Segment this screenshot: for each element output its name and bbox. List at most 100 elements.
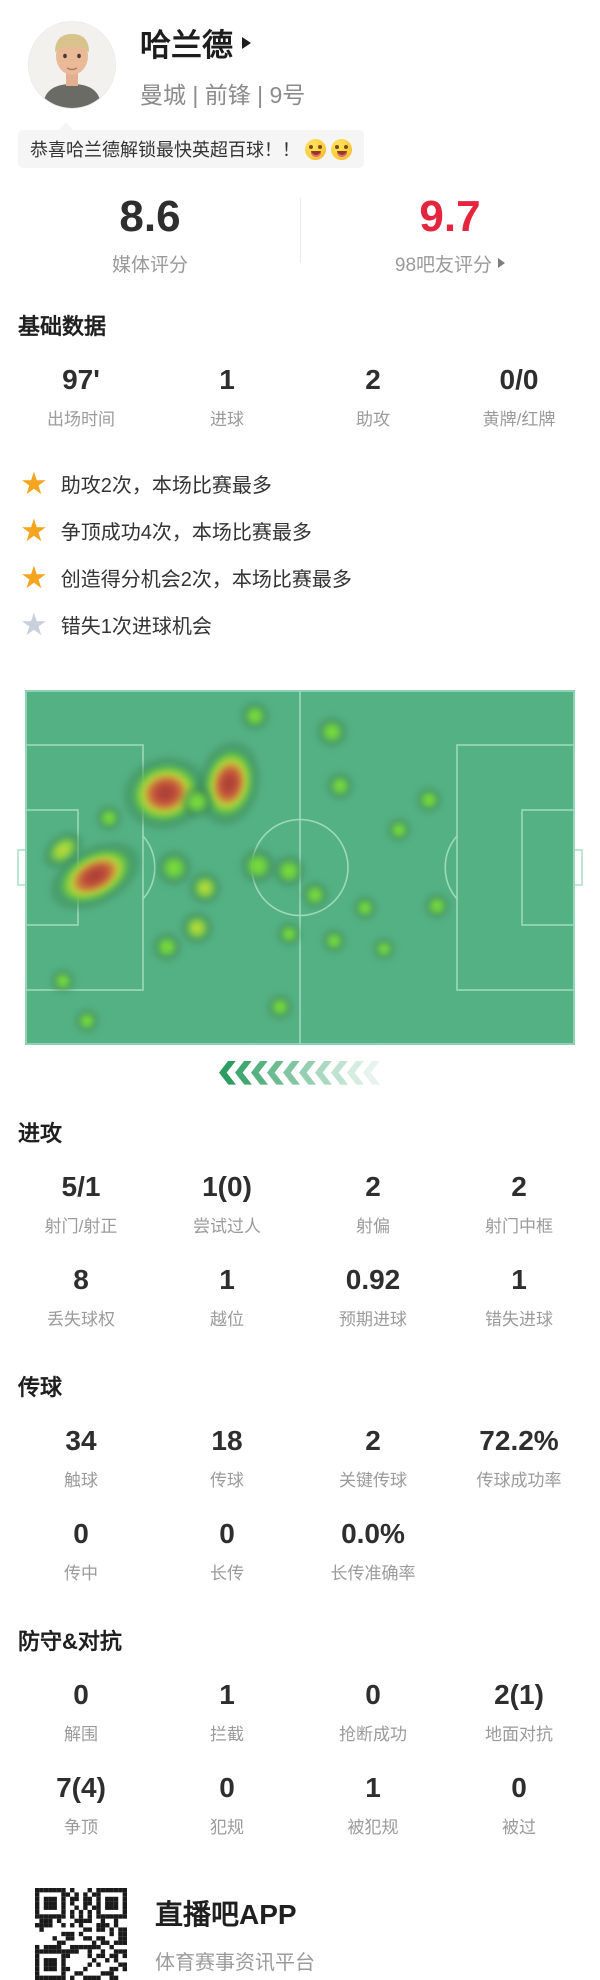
stat-label: 拦截 xyxy=(210,1724,244,1744)
section-passing: 传球 34 触球 18 传球 2 关键传球 72.2% 传球成功率 0 传中 0 长传 0.0% 长传准确… xyxy=(0,1370,600,1594)
stat-cell: 0 传中 xyxy=(8,1501,154,1594)
profile-text: 哈兰德 曼城 | 前锋 | 9号 xyxy=(140,20,305,110)
heat-spot xyxy=(350,892,380,923)
attack-direction-indicator xyxy=(0,1060,600,1086)
stat-cell xyxy=(446,1501,592,1594)
chevron-left-icon xyxy=(219,1060,236,1085)
highlight-item: ★ 争顶成功4次，本场比赛最多 xyxy=(20,515,600,546)
stat-cell: 2 射门中框 xyxy=(446,1154,592,1247)
stat-value: 2 xyxy=(511,1170,527,1202)
stat-cell: 0/0 黄牌/红牌 xyxy=(446,347,592,440)
chevron-left-icon xyxy=(315,1060,332,1085)
player-name-link[interactable]: 哈兰德 xyxy=(140,20,305,65)
stat-label: 长传 xyxy=(210,1563,244,1583)
star-icon: ★ xyxy=(20,606,48,642)
chevron-right-icon xyxy=(498,258,506,269)
heat-spot xyxy=(384,814,414,845)
highlight-item: ★ 助攻2次，本场比赛最多 xyxy=(20,468,600,499)
stat-label: 关键传球 xyxy=(339,1470,407,1490)
avatar xyxy=(28,21,116,109)
stat-cell: 5/1 射门/射正 xyxy=(8,1154,154,1247)
app-footer: 直播吧APP 体育赛事资讯平台 xyxy=(35,1887,600,1980)
stat-label: 黄牌/红牌 xyxy=(482,409,556,429)
stat-label: 错失进球 xyxy=(485,1309,553,1329)
stat-value: 0 xyxy=(365,1678,381,1710)
heat-spot xyxy=(319,925,349,956)
stat-value: 7(4) xyxy=(56,1771,106,1803)
section-basic: 基础数据 97' 出场时间 1 进球 2 助攻 0/0 黄牌/红牌 xyxy=(0,309,600,440)
stat-cell: 0 解围 xyxy=(8,1662,154,1755)
stat-value: 0 xyxy=(73,1517,89,1549)
stat-label: 争顶 xyxy=(64,1817,98,1837)
stat-value: 1 xyxy=(219,1263,235,1295)
stat-label: 犯规 xyxy=(210,1817,244,1837)
stat-cell: 97' 出场时间 xyxy=(8,347,154,440)
stat-value: 18 xyxy=(211,1424,243,1456)
stat-value: 0/0 xyxy=(499,363,539,395)
media-rating-label: 媒体评分 xyxy=(111,254,188,276)
qr-code xyxy=(35,1887,127,1980)
fan-rating-label: 98吧友评分 xyxy=(395,250,506,277)
stat-value: 1 xyxy=(219,363,235,395)
highlight-text: 助攻2次，本场比赛最多 xyxy=(60,474,272,497)
stat-label: 触球 xyxy=(64,1470,98,1490)
heat-spot xyxy=(72,1005,102,1036)
stat-value: 34 xyxy=(65,1424,97,1456)
heat-spot xyxy=(264,990,296,1023)
chevron-left-icon xyxy=(251,1060,268,1085)
star-icon: ★ xyxy=(20,559,48,595)
stat-value: 1 xyxy=(511,1263,527,1295)
stat-cell: 2(1) 地面对抗 xyxy=(446,1662,592,1755)
stat-cell: 72.2% 传球成功率 xyxy=(446,1408,592,1501)
stat-label: 射偏 xyxy=(356,1216,390,1236)
stat-label: 出场时间 xyxy=(47,409,115,429)
fan-rating[interactable]: 9.7 98吧友评分 xyxy=(300,192,600,277)
stat-label: 越位 xyxy=(210,1309,244,1329)
stat-cell: 1 越位 xyxy=(154,1247,300,1340)
heat-spot xyxy=(149,928,185,965)
highlight-item: ★ 创造得分机会2次，本场比赛最多 xyxy=(20,562,600,593)
chevron-left-icon xyxy=(299,1060,316,1085)
heat-spot xyxy=(185,867,225,908)
stat-cell: 2 关键传球 xyxy=(300,1408,446,1501)
highlight-text: 错失1次进球机会 xyxy=(60,615,212,638)
stat-label: 传中 xyxy=(64,1563,98,1583)
heat-spot xyxy=(370,934,398,963)
highlights-list: ★ 助攻2次，本场比赛最多 ★ 争顶成功4次，本场比赛最多 ★ 创造得分机会2次，本场比赛… xyxy=(20,468,600,640)
stat-value: 1(0) xyxy=(202,1170,252,1202)
footer-text: 直播吧APP 体育赛事资讯平台 xyxy=(155,1893,315,1975)
zany-face-emoji xyxy=(305,138,326,160)
stat-label: 被过 xyxy=(502,1817,536,1837)
stat-label: 丢失球权 xyxy=(47,1309,115,1329)
zany-face-emoji xyxy=(331,138,352,160)
stat-cell: 0.0% 长传准确率 xyxy=(300,1501,446,1594)
attack-stats-grid: 5/1 射门/射正 1(0) 尝试过人 2 射偏 2 射门中框 8 丢失球权 1 越位 0.92 预期进球… xyxy=(0,1154,600,1340)
stat-cell: 2 射偏 xyxy=(300,1154,446,1247)
profile-header: 哈兰德 曼城 | 前锋 | 9号 xyxy=(0,0,600,110)
stat-cell: 0 抢断成功 xyxy=(300,1662,446,1755)
stat-value: 2(1) xyxy=(494,1678,544,1710)
heat-spot xyxy=(323,768,357,803)
stat-value: 2 xyxy=(365,363,381,395)
ratings-row: 8.6 媒体评分 9.7 98吧友评分 xyxy=(0,184,600,279)
player-heatmap xyxy=(17,689,583,1045)
stat-label: 长传准确率 xyxy=(330,1563,416,1583)
heat-spot xyxy=(274,918,304,949)
player-photo xyxy=(29,22,115,108)
heat-spot xyxy=(413,783,445,816)
stat-label: 地面对抗 xyxy=(485,1724,553,1744)
pitch-markings xyxy=(17,689,583,1045)
stat-label: 助攻 xyxy=(356,409,390,429)
heat-spot xyxy=(313,712,351,751)
stat-value: 0 xyxy=(219,1517,235,1549)
passing-stats-grid: 34 触球 18 传球 2 关键传球 72.2% 传球成功率 0 传中 0 长传 0.0% 长传准确率 xyxy=(0,1408,600,1594)
stat-cell: 34 触球 xyxy=(8,1408,154,1501)
stat-cell: 0.92 预期进球 xyxy=(300,1247,446,1340)
stat-value: 97' xyxy=(62,363,100,395)
stat-value: 2 xyxy=(365,1424,381,1456)
section-title: 传球 xyxy=(18,1374,63,1400)
stat-value: 0 xyxy=(511,1771,527,1803)
stat-value: 72.2% xyxy=(479,1424,559,1456)
defense-stats-grid: 0 解围 1 拦截 0 抢断成功 2(1) 地面对抗 7(4) 争顶 0 犯规 1 被犯规 0 被过 xyxy=(0,1662,600,1848)
heat-spot xyxy=(298,877,332,912)
